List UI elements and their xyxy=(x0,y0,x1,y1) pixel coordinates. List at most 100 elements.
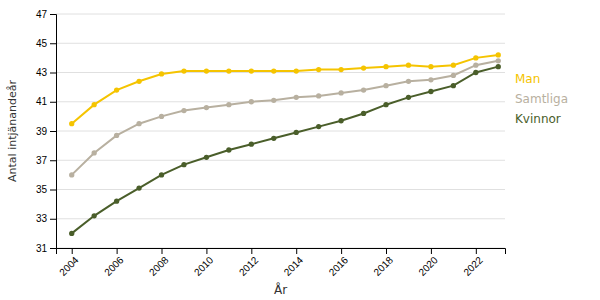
grid-line xyxy=(56,160,505,161)
y-tick-mark xyxy=(50,131,56,132)
grid-line xyxy=(56,189,505,190)
x-tick: 2020 xyxy=(416,248,440,278)
point xyxy=(204,155,209,160)
point xyxy=(271,136,276,141)
point xyxy=(496,64,501,69)
y-tick: 35 xyxy=(36,184,56,195)
y-tick: 37 xyxy=(36,155,56,166)
x-tick-label: 2018 xyxy=(371,254,395,278)
point xyxy=(428,89,433,94)
point xyxy=(114,87,119,92)
y-tick: 39 xyxy=(36,126,56,137)
x-axis: 2004200620082010201220142016201820202022 xyxy=(57,248,506,278)
y-tick-label: 33 xyxy=(36,213,48,224)
y-axis-title: Antal intjänandeår xyxy=(6,80,19,182)
point xyxy=(271,68,276,73)
point xyxy=(159,114,164,119)
x-tick-mark xyxy=(386,248,387,254)
y-tick-mark xyxy=(50,248,56,249)
y-axis: 31 33 35 37 39 41 43 45 47 xyxy=(36,9,57,254)
x-axis-title: År xyxy=(274,282,287,297)
y-tick: 41 xyxy=(36,96,56,107)
point xyxy=(114,133,119,138)
x-tick-label: 2004 xyxy=(57,254,81,278)
point xyxy=(226,68,231,73)
point xyxy=(92,102,97,107)
y-tick-mark xyxy=(50,160,56,161)
point xyxy=(136,185,141,190)
point xyxy=(406,63,411,68)
line xyxy=(72,67,499,234)
x-tick: 2014 xyxy=(282,248,306,278)
point xyxy=(136,121,141,126)
point xyxy=(316,124,321,129)
x-tick: 2010 xyxy=(192,248,216,278)
x-tick-label: 2006 xyxy=(102,254,126,278)
point xyxy=(451,83,456,88)
legend: ManSamtligaKvinnor xyxy=(515,72,568,126)
point xyxy=(406,79,411,84)
point xyxy=(226,102,231,107)
y-tick: 43 xyxy=(36,67,56,78)
grid-line xyxy=(56,101,505,102)
grid-line xyxy=(56,72,505,73)
y-tick-label: 37 xyxy=(36,155,48,166)
x-tick: 2022 xyxy=(461,248,485,278)
point xyxy=(428,64,433,69)
point xyxy=(294,95,299,100)
x-tick-label: 2016 xyxy=(327,254,351,278)
point xyxy=(181,108,186,113)
point xyxy=(451,73,456,78)
x-tick: 2012 xyxy=(237,248,261,278)
grid xyxy=(56,14,505,248)
x-tick-label: 2010 xyxy=(192,254,216,278)
x-tick-mark xyxy=(251,248,252,254)
point xyxy=(204,68,209,73)
marks xyxy=(69,52,501,236)
point xyxy=(316,93,321,98)
x-axis-line xyxy=(57,249,506,255)
y-tick: 31 xyxy=(36,243,56,254)
y-tick-label: 41 xyxy=(36,96,48,107)
x-tick-mark xyxy=(206,248,207,254)
line xyxy=(72,55,499,124)
y-tick-mark xyxy=(50,219,56,220)
point xyxy=(338,67,343,72)
y-tick-label: 31 xyxy=(36,243,48,254)
point xyxy=(496,52,501,57)
x-tick-label: 2020 xyxy=(416,254,440,278)
legend-entry: Samtliga xyxy=(515,92,568,106)
point xyxy=(159,71,164,76)
point xyxy=(92,213,97,218)
x-tick-mark xyxy=(431,248,432,254)
x-tick-mark xyxy=(341,248,342,254)
grid-line xyxy=(56,14,505,15)
point xyxy=(338,90,343,95)
point xyxy=(271,98,276,103)
y-tick: 45 xyxy=(36,38,56,49)
grid-line xyxy=(56,218,505,219)
chart: 2004200620082010201220142016201820202022… xyxy=(0,0,600,300)
point xyxy=(136,79,141,84)
y-tick-mark xyxy=(50,73,56,74)
point xyxy=(361,87,366,92)
x-tick-mark xyxy=(117,248,118,254)
point xyxy=(383,102,388,107)
grid-line xyxy=(56,43,505,44)
y-tick-label: 39 xyxy=(36,126,48,137)
y-tick-label: 45 xyxy=(36,38,48,49)
point xyxy=(92,150,97,155)
y-tick-mark xyxy=(50,190,56,191)
point xyxy=(69,121,74,126)
y-tick: 47 xyxy=(36,9,56,20)
point xyxy=(383,83,388,88)
y-tick-mark xyxy=(50,102,56,103)
point xyxy=(226,147,231,152)
plot: 2004200620082010201220142016201820202022… xyxy=(6,9,568,297)
x-tick-mark xyxy=(476,248,477,254)
point xyxy=(181,162,186,167)
y-axis-line xyxy=(50,15,57,249)
point xyxy=(473,63,478,68)
point xyxy=(383,64,388,69)
x-tick-mark xyxy=(296,248,297,254)
